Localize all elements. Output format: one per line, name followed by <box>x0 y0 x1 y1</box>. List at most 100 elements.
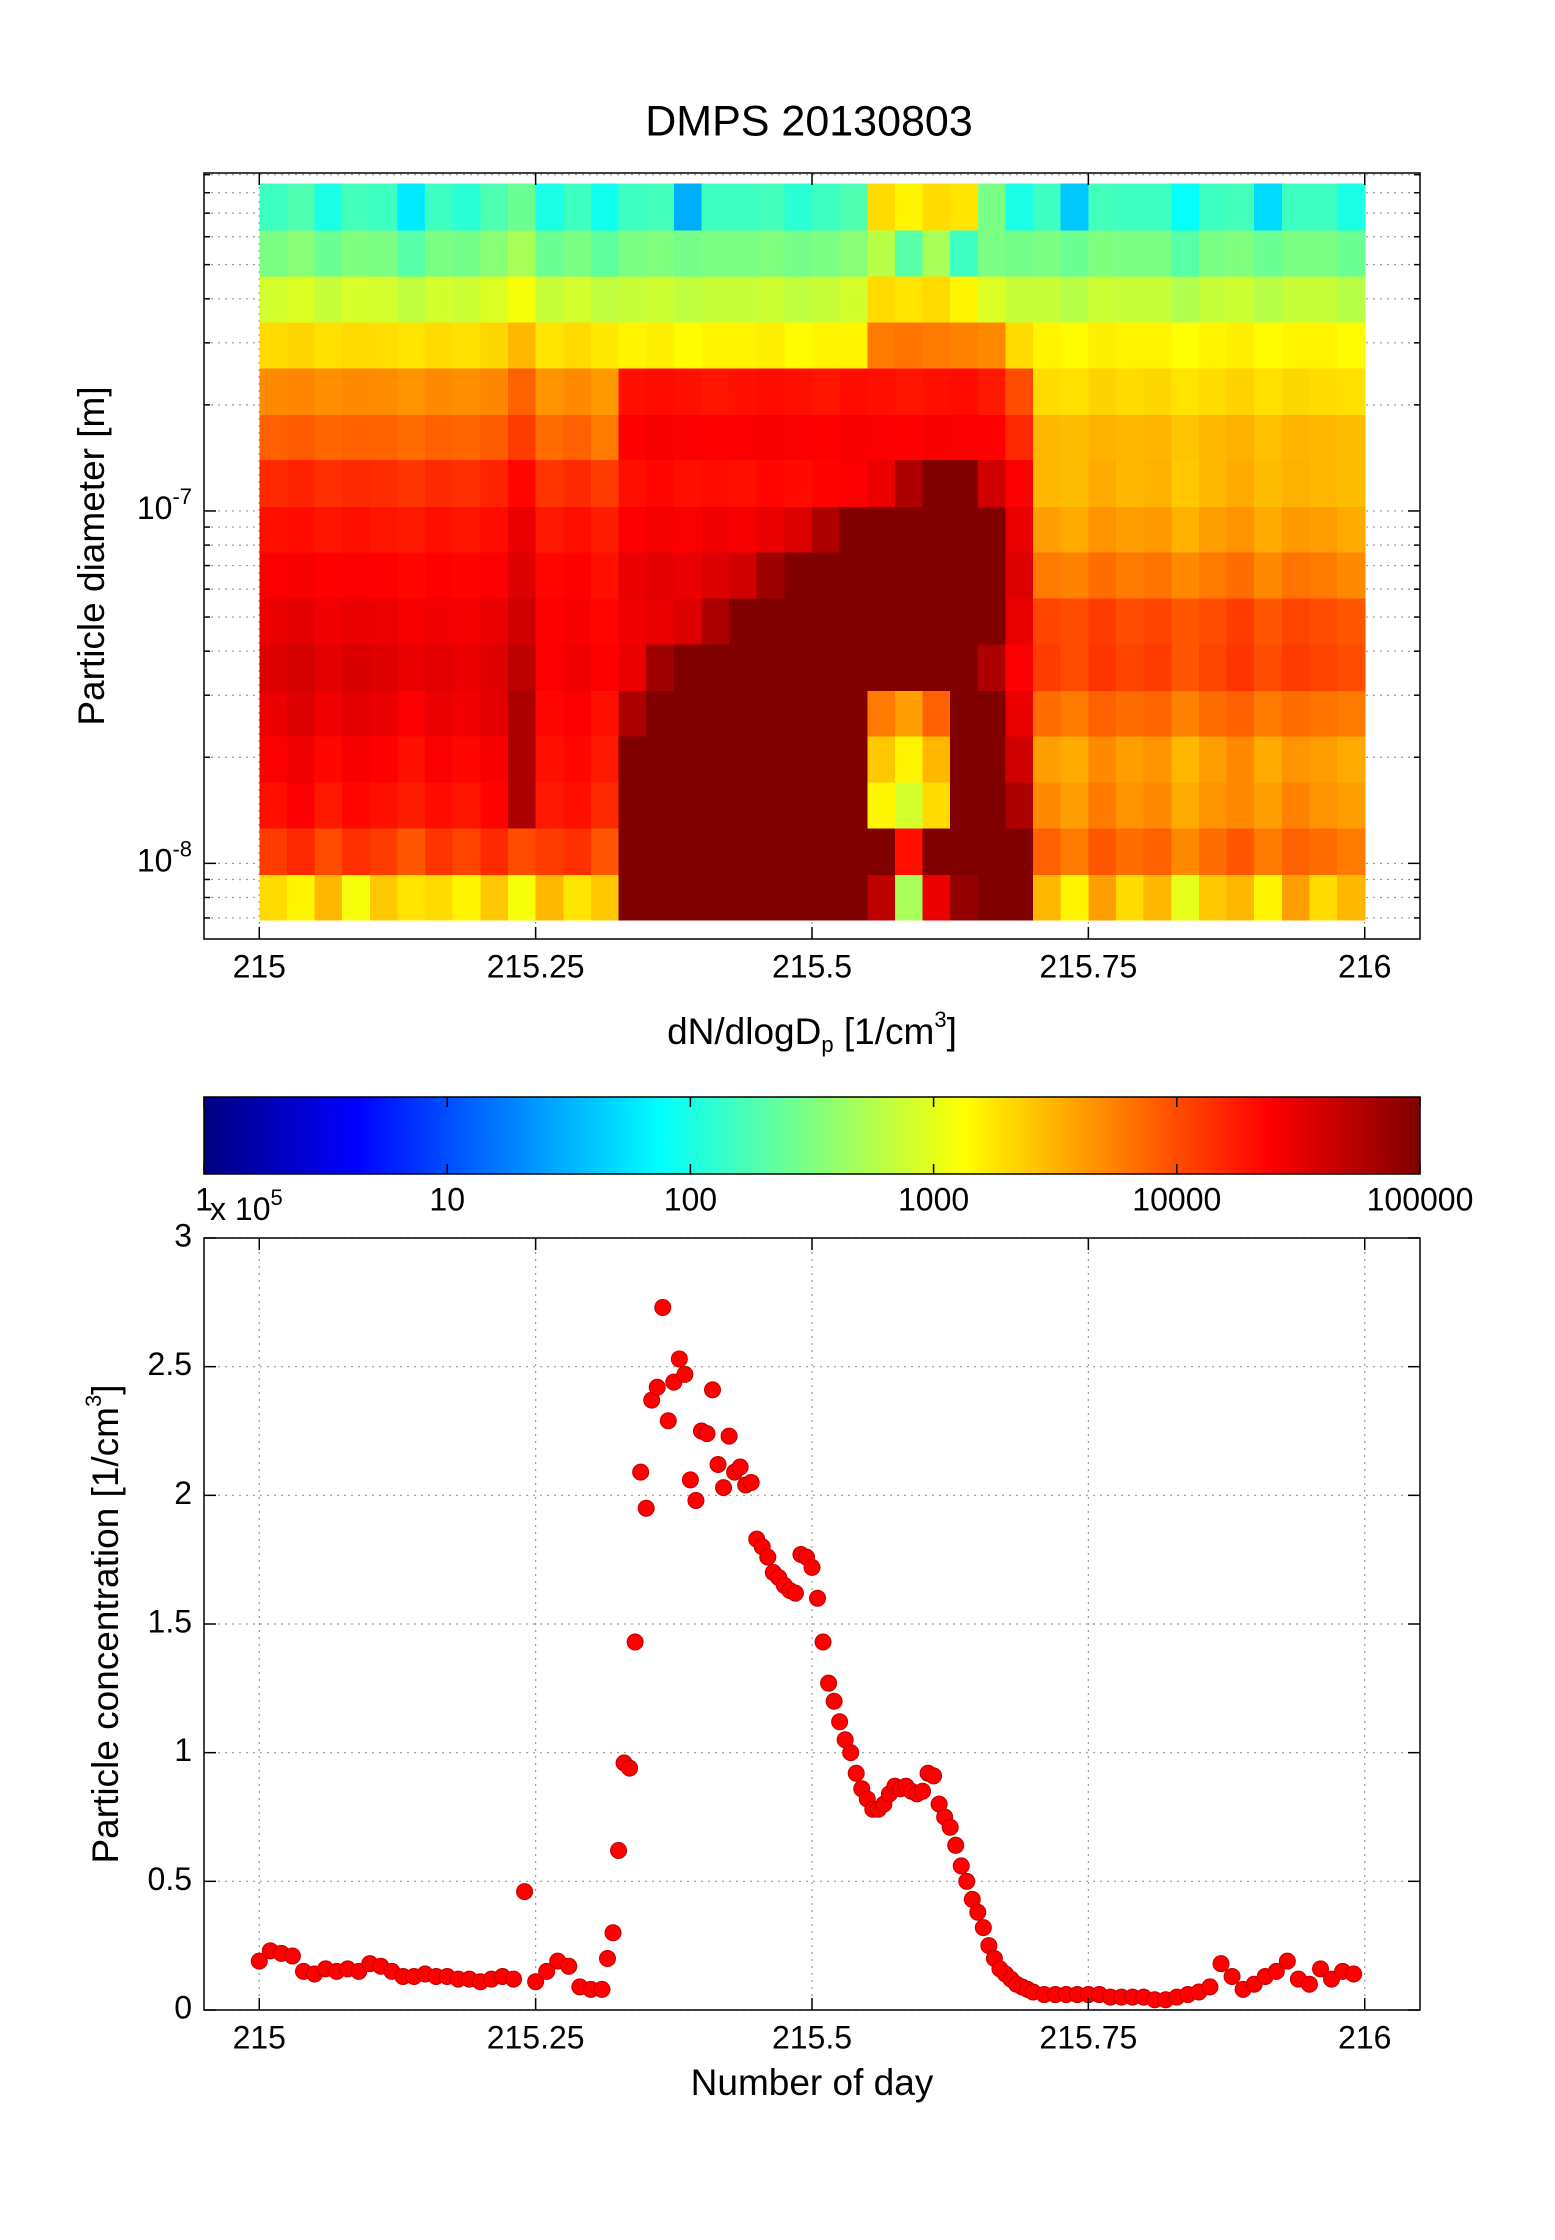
heatmap-cell <box>1254 414 1283 461</box>
heatmap-cell <box>1281 551 1311 599</box>
heatmap-cell <box>590 598 620 645</box>
heatmap-cell <box>839 551 868 599</box>
heatmap-cell <box>1309 643 1338 691</box>
scatter-point <box>1300 1975 1318 1993</box>
heatmap-cell <box>1171 321 1200 369</box>
heatmap-cell <box>590 874 620 921</box>
heatmap-cell <box>508 643 537 691</box>
x-tick-label: 215.75 <box>1039 2019 1137 2055</box>
heatmap-cell <box>1060 598 1089 645</box>
heatmap-cell <box>950 367 979 415</box>
heatmap-cell <box>508 735 537 783</box>
heatmap-cell <box>286 827 316 876</box>
heatmap-cell <box>369 690 399 737</box>
heatmap-cell <box>1171 551 1200 599</box>
heatmap-cell <box>1088 735 1117 783</box>
heatmap-cell <box>839 643 868 691</box>
heatmap-cell <box>950 183 979 231</box>
heatmap-cell <box>950 598 979 645</box>
heatmap-cell <box>1337 874 1366 921</box>
heatmap-cell <box>812 275 841 323</box>
heatmap-cell <box>1088 690 1117 737</box>
scatter-point <box>742 1473 760 1491</box>
x-tick-label: 215 <box>233 2019 286 2055</box>
heatmap-cell <box>1143 275 1172 323</box>
heatmap-cell <box>1198 321 1228 369</box>
heatmap-cell <box>729 690 758 737</box>
heatmap-cell <box>977 690 1007 737</box>
heatmap-cell <box>369 506 399 553</box>
heatmap-cell <box>1254 229 1283 277</box>
heatmap-cell <box>259 874 288 921</box>
heatmap-cell <box>1171 506 1200 553</box>
heatmap-cell <box>756 690 785 737</box>
heatmap-cell <box>314 551 343 599</box>
heatmap-cell <box>314 321 343 369</box>
heatmap-cell <box>508 551 537 599</box>
scatter-point <box>593 1980 611 1998</box>
heatmap-cell <box>1033 782 1062 829</box>
scatter-point <box>626 1633 644 1651</box>
heatmap-cell <box>812 367 841 415</box>
heatmap-cell <box>369 598 399 645</box>
heatmap-cell <box>701 643 730 691</box>
heatmap-cell <box>729 827 758 876</box>
heatmap-cell <box>812 782 841 829</box>
heatmap-cell <box>1143 414 1172 461</box>
heatmap-cell <box>646 874 675 921</box>
heatmap-cell <box>756 827 785 876</box>
heatmap-cell <box>950 551 979 599</box>
heatmap-cell <box>1143 690 1172 737</box>
heatmap-cell <box>1088 782 1117 829</box>
heatmap-cell <box>977 735 1007 783</box>
heatmap-cell <box>756 551 785 599</box>
heatmap-cell <box>1337 367 1366 415</box>
heatmap-cell <box>1060 229 1089 277</box>
heatmap-cell <box>977 782 1007 829</box>
heatmap-cell <box>342 183 371 231</box>
heatmap-cell <box>369 827 399 876</box>
heatmap-cell <box>259 183 288 231</box>
scatter-point <box>621 1759 639 1777</box>
scatter-point <box>1223 1968 1241 1986</box>
heatmap-cell <box>1005 459 1034 508</box>
heatmap-cell <box>369 643 399 691</box>
heatmap-cell <box>425 827 454 876</box>
colorbar-label-part: [1/cm <box>834 1011 935 1052</box>
colorbar-tick-label: 100000 <box>1367 1181 1474 1217</box>
heatmap-cell <box>425 459 454 508</box>
heatmap-cell <box>1060 367 1089 415</box>
heatmap-cell <box>314 367 343 415</box>
heatmap-cell <box>480 229 509 277</box>
heatmap-cell <box>590 643 620 691</box>
heatmap-cell <box>673 183 703 231</box>
heatmap-cell <box>729 321 758 369</box>
heatmap-cell <box>397 275 426 323</box>
heatmap-cell <box>480 506 509 553</box>
heatmap-cell <box>894 735 924 783</box>
heatmap-cell <box>1005 735 1034 783</box>
heatmap-cell <box>590 506 620 553</box>
heatmap-cell <box>563 551 592 599</box>
heatmap-cell <box>314 275 343 323</box>
heatmap-cell <box>425 690 454 737</box>
heatmap-cell <box>452 827 481 876</box>
heatmap-cell <box>259 275 288 323</box>
heatmap-cell <box>701 782 730 829</box>
heatmap-cell <box>1143 506 1172 553</box>
heatmap-cell <box>894 459 924 508</box>
heatmap-cell <box>1143 183 1172 231</box>
heatmap-cell <box>1337 459 1366 508</box>
heatmap-cell <box>894 643 924 691</box>
heatmap-cell <box>1116 183 1145 231</box>
x-tick-label: 215.5 <box>772 2019 852 2055</box>
heatmap-cell <box>425 367 454 415</box>
heatmap-cell <box>535 551 564 599</box>
heatmap-cell <box>1281 229 1311 277</box>
heatmap-cell <box>1171 690 1200 737</box>
heatmap-cell <box>1171 782 1200 829</box>
heatmap-cell <box>1033 643 1062 691</box>
heatmap-cell <box>1005 321 1034 369</box>
heatmap-cell <box>922 735 951 783</box>
